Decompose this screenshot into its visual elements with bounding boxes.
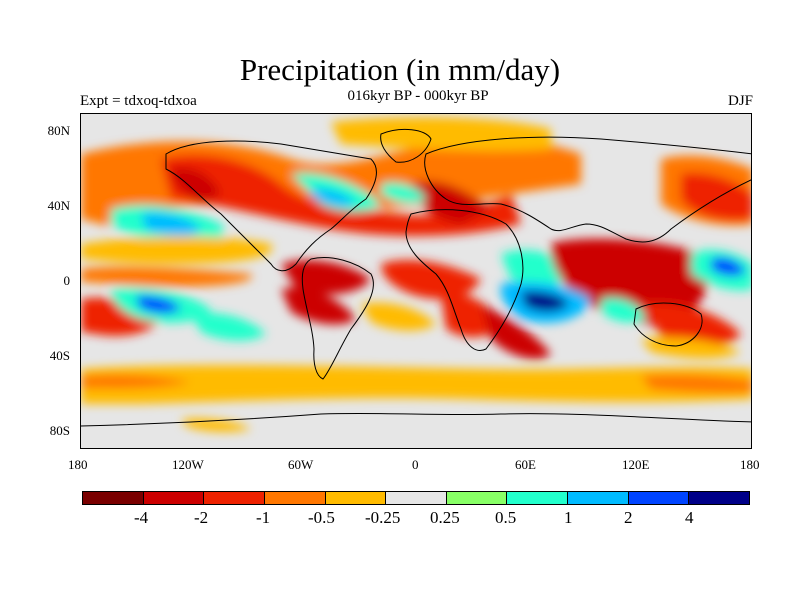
anomaly-patch [81, 266, 253, 287]
colorbar-label: 4 [685, 508, 694, 527]
colorbar-swatch [446, 492, 508, 504]
lat-label: 80N [47, 123, 70, 138]
colorbar-swatch [507, 492, 569, 504]
lat-label: 0 [63, 273, 71, 288]
colorbar-swatch [83, 492, 144, 504]
anomaly-patch [411, 181, 491, 224]
season-label: DJF [727, 93, 753, 109]
colorbar-swatch [628, 492, 690, 504]
anomaly-patch [481, 304, 551, 359]
precipitation-map [80, 113, 752, 449]
anomaly-patch [141, 212, 201, 236]
coastline-greenland [380, 128, 432, 163]
anomaly-patch [381, 259, 481, 299]
colorbar-label: -4 [134, 508, 149, 527]
lon-label: 120E [622, 457, 650, 472]
colorbar-label: -0.5 [308, 508, 335, 527]
anomaly-patch [711, 257, 746, 276]
coastlines [81, 128, 751, 427]
anomaly-patch [331, 117, 551, 152]
colorbar-label: -2 [194, 508, 209, 527]
colorbar [82, 491, 750, 505]
lat-label: 80S [49, 423, 70, 438]
coastline-antarctica [81, 412, 751, 427]
anomaly-patch [441, 293, 501, 338]
colorbar-label: 0.5 [495, 508, 517, 527]
map-title: Precipitation (in mm/day) [239, 52, 561, 87]
anomaly-patch [361, 302, 436, 331]
coastline-south-america [301, 256, 374, 380]
lon-label: 60E [515, 457, 536, 472]
coastline-australia [633, 302, 703, 347]
colorbar-label: 0.25 [430, 508, 460, 527]
colorbar-swatch [264, 492, 326, 504]
anomaly-patch [136, 295, 181, 314]
colorbar-swatch [689, 492, 750, 504]
colorbar-label: 1 [564, 508, 573, 527]
anomaly-patch [281, 288, 356, 325]
lon-label: 60W [288, 457, 314, 472]
anomaly-patch [81, 365, 751, 404]
colorbar-label: -0.25 [365, 508, 401, 527]
map-canvas [81, 117, 751, 432]
coastline-north-america [165, 140, 377, 272]
colorbar-swatch [204, 492, 265, 504]
anomaly-patch [81, 297, 161, 336]
colorbar-label: -1 [256, 508, 271, 527]
anomaly-patch [171, 167, 221, 204]
lat-label: 40N [47, 198, 70, 213]
anomaly-patch [681, 173, 751, 221]
experiment-label: Expt = tdxoq-tdxoa [80, 93, 197, 109]
anomaly-patch [641, 337, 741, 359]
lon-label: 180 [740, 457, 760, 472]
coastline-africa [405, 209, 524, 351]
colorbar-swatch [325, 492, 387, 504]
anomaly-patch [311, 188, 356, 207]
colorbar-swatch [386, 492, 447, 504]
anomaly-patch [521, 291, 569, 312]
anomaly-patch [81, 236, 273, 264]
coastline-eurasia [424, 136, 751, 243]
lon-label: 0 [412, 457, 419, 472]
colorbar-swatch [568, 492, 629, 504]
anomaly-patch [641, 303, 741, 346]
anomaly-patch [161, 155, 521, 236]
map-subtitle: 016kyr BP - 000kyr BP [347, 88, 489, 104]
colorbar-swatch [143, 492, 205, 504]
anomaly-field [81, 117, 751, 432]
anomaly-patch [191, 312, 266, 341]
lat-label: 40S [49, 348, 70, 363]
anomaly-patch [641, 374, 751, 393]
anomaly-patch [381, 182, 426, 204]
anomaly-patch [81, 374, 191, 389]
lon-label: 120W [172, 457, 204, 472]
lon-label: 180 [68, 457, 88, 472]
colorbar-label: 2 [624, 508, 633, 527]
